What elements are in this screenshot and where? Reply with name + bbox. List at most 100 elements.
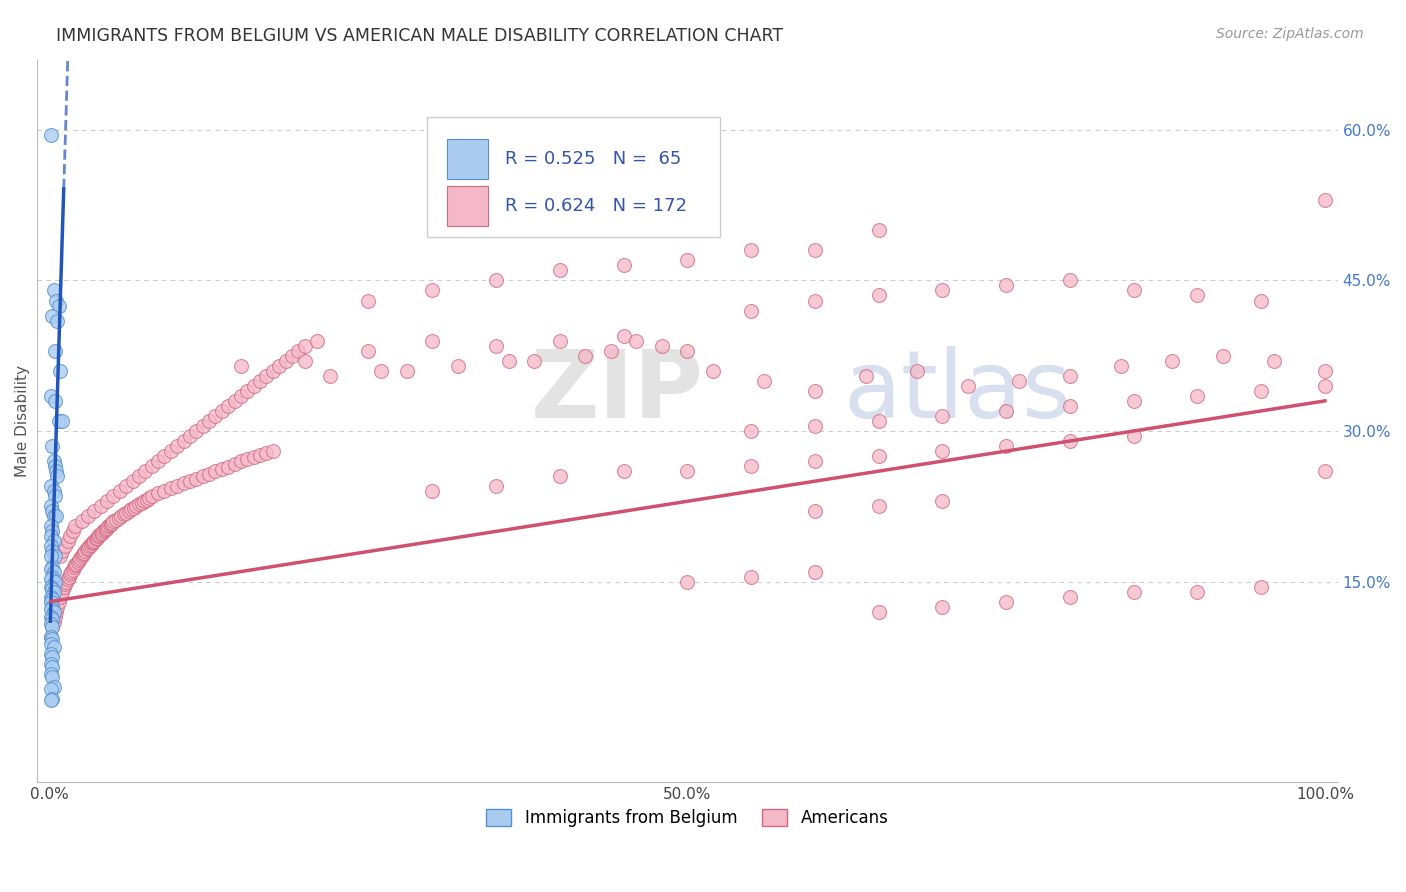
- Point: [107, 511, 129, 525]
- Point: [179, 474, 201, 488]
- Point: [89, 528, 111, 542]
- Point: [294, 353, 316, 368]
- Text: ZIP: ZIP: [531, 346, 704, 438]
- Point: [45, 509, 67, 524]
- Point: [97, 519, 120, 533]
- Point: [39, 561, 62, 575]
- Point: [485, 339, 508, 353]
- Point: [217, 460, 239, 475]
- Point: [249, 448, 271, 462]
- Point: [55, 574, 77, 589]
- Point: [160, 444, 183, 458]
- Point: [115, 506, 138, 520]
- Point: [420, 484, 443, 499]
- Legend: Immigrants from Belgium, Americans: Immigrants from Belgium, Americans: [478, 801, 897, 836]
- Point: [48, 595, 70, 609]
- Point: [485, 273, 508, 287]
- Point: [262, 364, 284, 378]
- Point: [41, 599, 63, 614]
- Point: [242, 379, 264, 393]
- Point: [39, 479, 62, 493]
- Point: [103, 514, 125, 528]
- Point: [39, 601, 62, 615]
- Point: [121, 474, 143, 488]
- Point: [804, 419, 827, 434]
- Point: [91, 526, 114, 541]
- Point: [204, 409, 226, 423]
- Point: [87, 529, 110, 543]
- Point: [1059, 590, 1081, 604]
- Point: [370, 364, 392, 378]
- Point: [51, 584, 73, 599]
- Point: [249, 374, 271, 388]
- Point: [52, 580, 75, 594]
- Point: [868, 414, 890, 428]
- Point: [1187, 389, 1209, 403]
- Point: [53, 540, 76, 554]
- Point: [211, 404, 233, 418]
- Point: [63, 559, 86, 574]
- Point: [931, 444, 953, 458]
- Point: [69, 551, 91, 566]
- Point: [39, 630, 62, 644]
- Point: [626, 334, 648, 348]
- Point: [447, 359, 470, 373]
- Point: [804, 244, 827, 258]
- Point: [229, 454, 252, 468]
- Point: [41, 612, 63, 626]
- Point: [53, 576, 76, 591]
- Point: [1122, 393, 1144, 408]
- Point: [173, 476, 195, 491]
- Point: [42, 284, 65, 298]
- Point: [294, 339, 316, 353]
- Point: [287, 343, 309, 358]
- Point: [70, 514, 93, 528]
- Point: [1250, 293, 1272, 308]
- Point: [740, 303, 762, 318]
- Point: [702, 364, 724, 378]
- Point: [125, 500, 148, 514]
- Point: [41, 309, 63, 323]
- Point: [39, 572, 62, 586]
- Point: [134, 464, 156, 478]
- Point: [96, 494, 118, 508]
- Y-axis label: Male Disability: Male Disability: [15, 365, 30, 477]
- Point: [42, 534, 65, 549]
- Point: [67, 552, 90, 566]
- Point: [1212, 349, 1234, 363]
- Point: [307, 334, 329, 348]
- Point: [83, 534, 105, 549]
- Point: [77, 540, 100, 554]
- Point: [70, 549, 93, 564]
- Point: [1059, 273, 1081, 287]
- Point: [39, 647, 62, 661]
- Point: [1059, 434, 1081, 448]
- Point: [1313, 464, 1336, 478]
- Point: [211, 462, 233, 476]
- Point: [42, 454, 65, 468]
- Point: [956, 379, 979, 393]
- Point: [752, 374, 775, 388]
- FancyBboxPatch shape: [427, 118, 720, 236]
- Point: [574, 349, 596, 363]
- Point: [146, 486, 169, 500]
- Point: [110, 509, 132, 524]
- Point: [42, 565, 65, 579]
- Point: [41, 670, 63, 684]
- Point: [995, 595, 1018, 609]
- Point: [179, 429, 201, 443]
- Point: [229, 359, 252, 373]
- Point: [931, 284, 953, 298]
- Point: [153, 449, 176, 463]
- Point: [242, 450, 264, 464]
- Point: [128, 469, 150, 483]
- Point: [42, 484, 65, 499]
- Point: [319, 368, 342, 383]
- Point: [41, 649, 63, 664]
- FancyBboxPatch shape: [447, 186, 488, 226]
- Point: [420, 334, 443, 348]
- Point: [1313, 364, 1336, 378]
- Point: [83, 504, 105, 518]
- Point: [41, 591, 63, 606]
- Point: [42, 605, 65, 619]
